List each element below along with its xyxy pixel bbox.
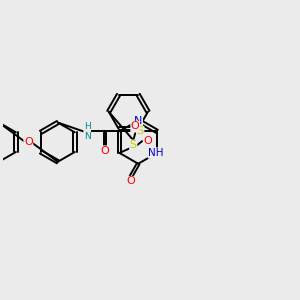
Text: O: O xyxy=(126,176,135,186)
Text: O: O xyxy=(24,137,33,147)
Text: O: O xyxy=(131,122,140,131)
Text: O: O xyxy=(100,146,109,156)
Text: S: S xyxy=(130,140,137,150)
Text: NH: NH xyxy=(148,148,164,158)
Text: N: N xyxy=(134,116,142,126)
Text: O: O xyxy=(144,136,152,146)
Text: H
N: H N xyxy=(84,122,91,141)
Text: S: S xyxy=(137,126,144,136)
